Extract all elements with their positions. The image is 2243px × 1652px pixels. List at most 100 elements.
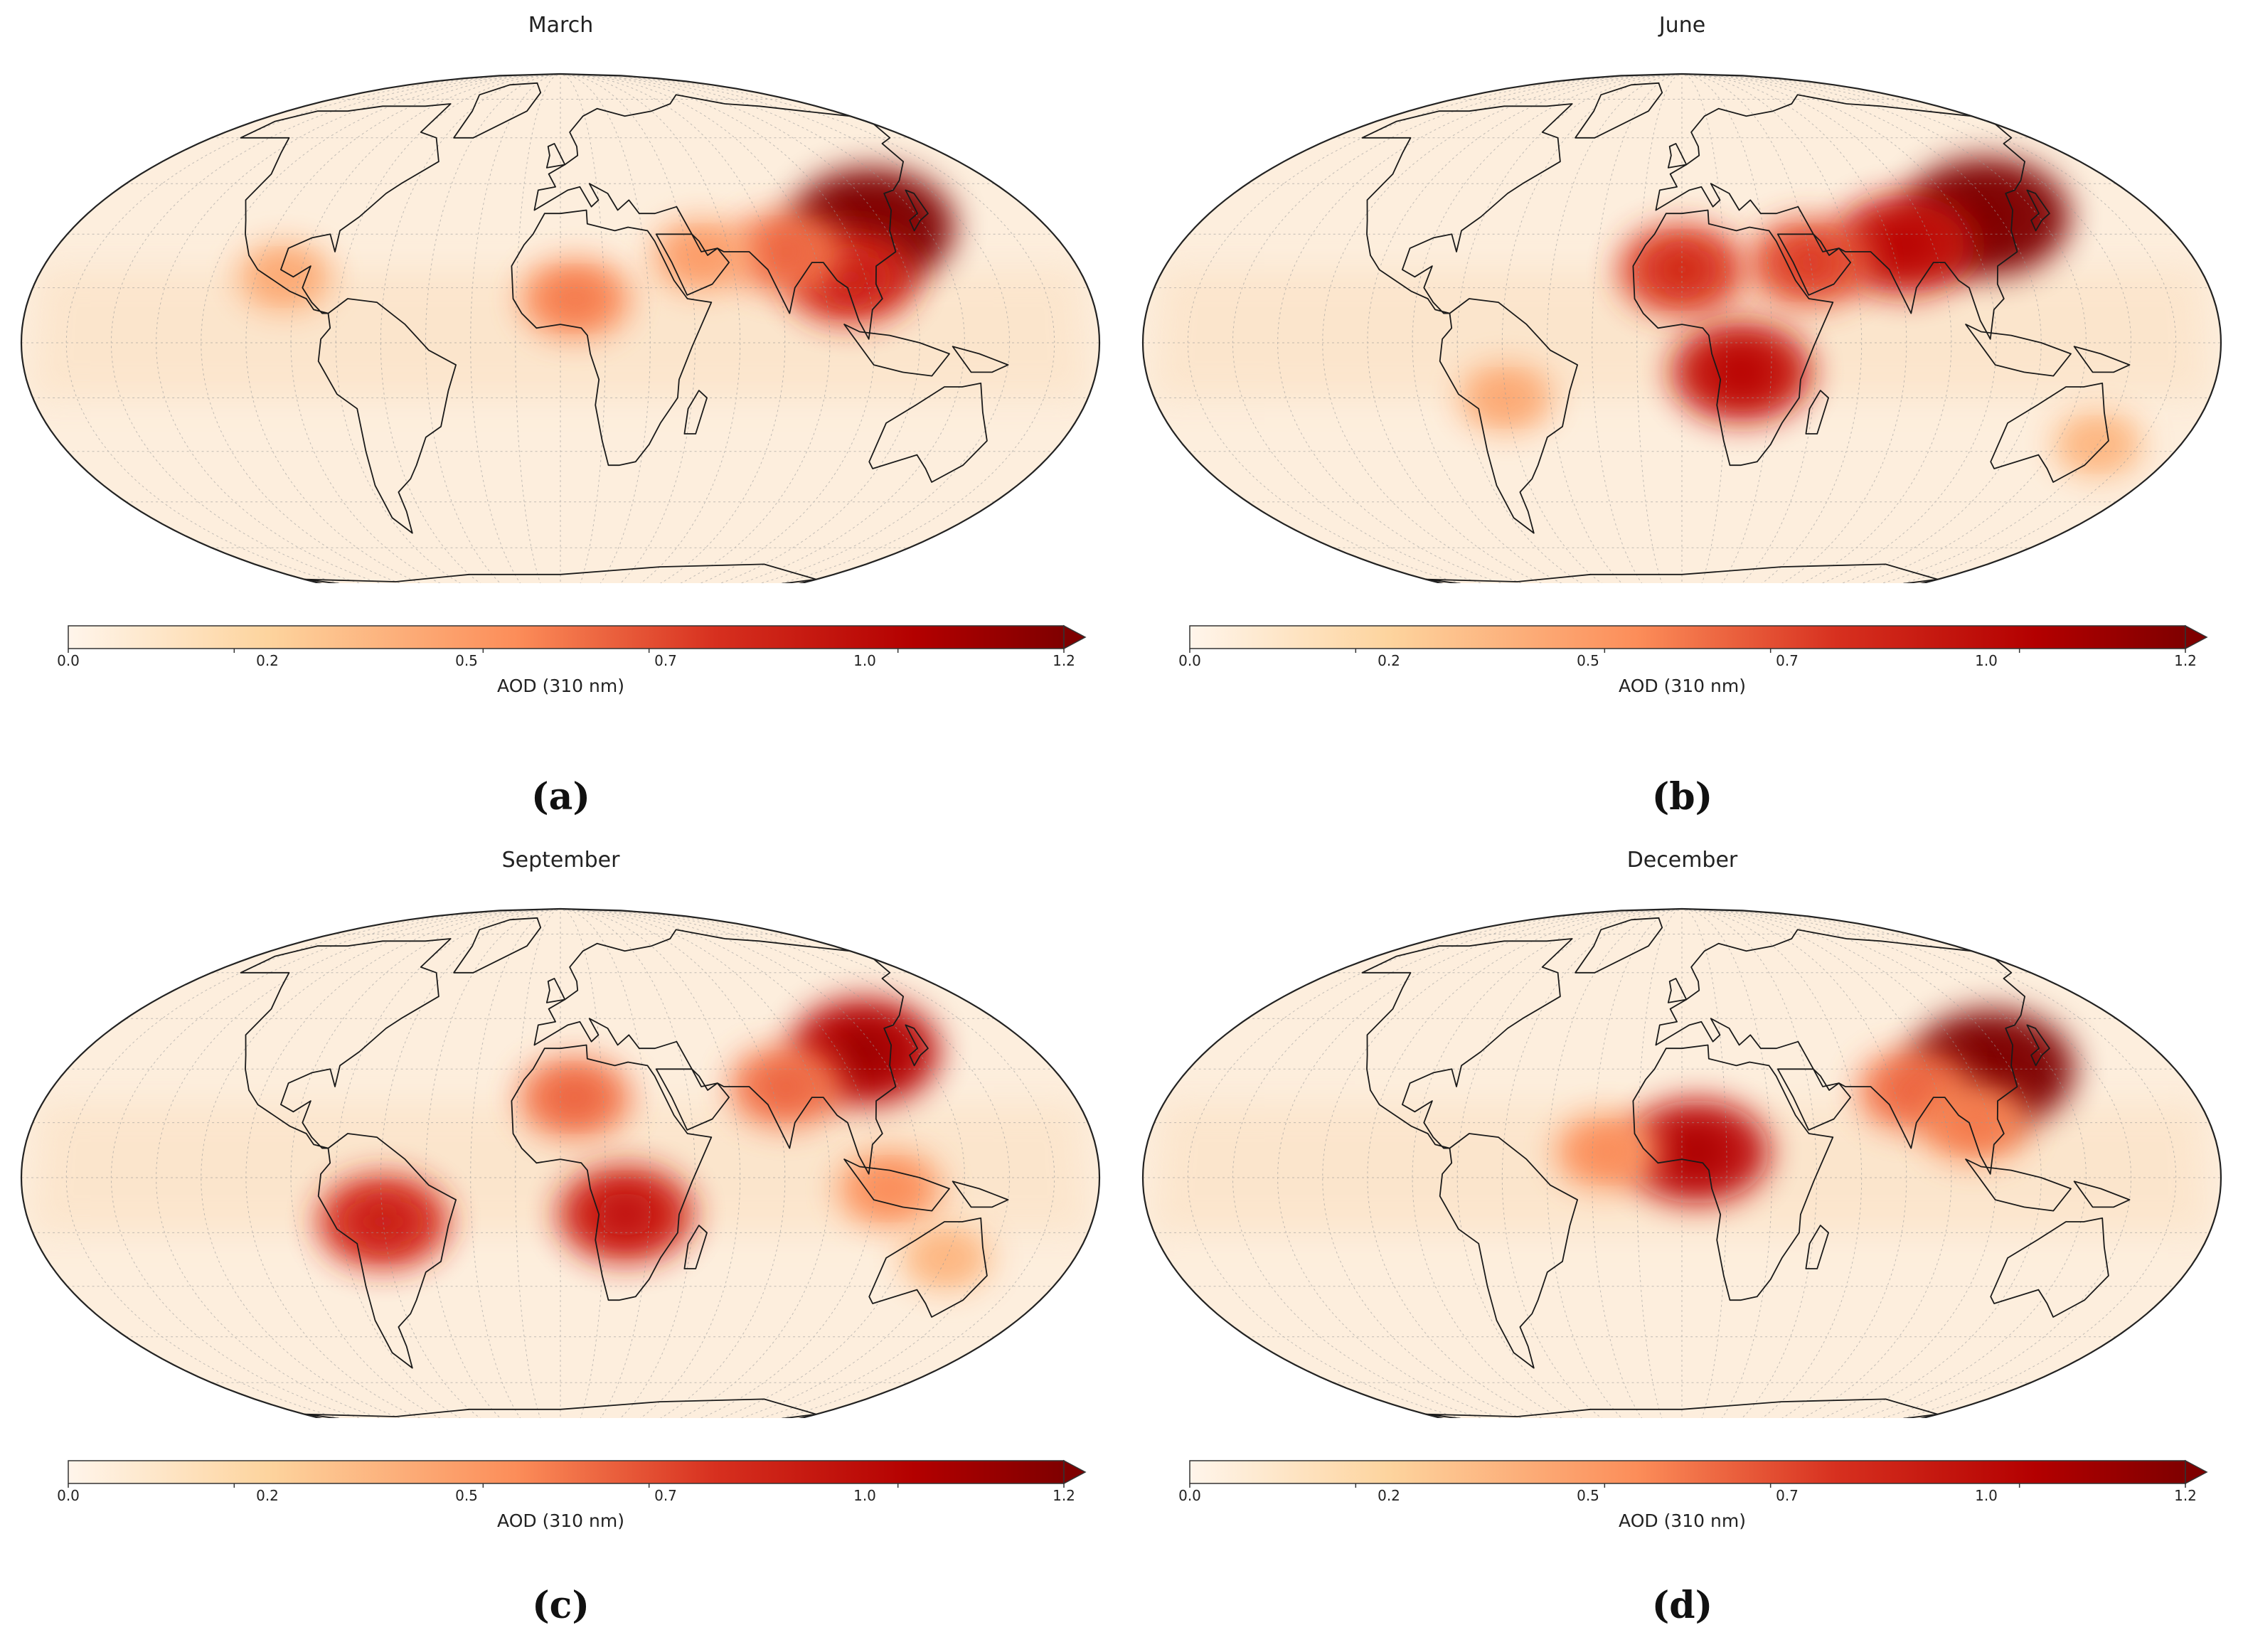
coastline-madagascar (683, 1225, 708, 1269)
graticule-meridian (1322, 74, 1683, 583)
graticule-meridian (560, 909, 1011, 1418)
graticule-meridian (1412, 74, 1683, 583)
colorbar (1189, 624, 2208, 653)
coastline-australia (1990, 383, 2109, 483)
coastline-madagascar (683, 390, 708, 435)
coastline-antarctica (304, 563, 817, 583)
graticule-meridian (290, 74, 561, 583)
graticule-meridian (1232, 909, 1683, 1418)
graticule-meridian (560, 909, 651, 1418)
coastline-japan (2026, 189, 2050, 232)
graticule-meridian (1367, 909, 1683, 1418)
graticule-meridian (1681, 74, 2087, 583)
graticule-meridian (1681, 909, 2177, 1418)
graticule-meridian (1681, 909, 2132, 1418)
graticule-meridian (560, 909, 831, 1418)
colorbar-tick: 1.0 (1975, 1487, 1998, 1504)
graticule (21, 74, 1099, 583)
colorbar-tick: 0.7 (1776, 652, 1799, 669)
colorbar-label: AOD (310 nm) (1619, 1510, 1746, 1531)
panel-september: September 0.0 0.2 0.5 0.7 1.0 1.2 AOD (3… (0, 826, 1122, 1651)
coastline-borneo-ng (952, 1181, 1009, 1208)
aod-hotspot-core (867, 1171, 912, 1206)
graticule-meridian (1456, 909, 1683, 1418)
coastline-africa (1632, 209, 1834, 467)
coastline-australia (868, 1217, 988, 1318)
coastline-arabia (655, 1068, 730, 1131)
coastline-greenland (1575, 917, 1663, 974)
coastline-arabia (1776, 1068, 1851, 1131)
colorbar-tick: 1.2 (2174, 1487, 2197, 1504)
coastline-uk (1667, 143, 1688, 169)
graticule-meridian (335, 909, 561, 1418)
coastline-indonesia (1965, 1158, 2072, 1212)
tropical-aerosol-band (1154, 270, 2210, 398)
colorbar-tick: 0.7 (1776, 1487, 1799, 1504)
map-boundary (20, 73, 1101, 583)
coastline-north-america (1361, 103, 1573, 314)
graticule-meridian (1277, 909, 1683, 1418)
colorbar-tick: 0.2 (1378, 652, 1400, 669)
graticule-meridian (1277, 74, 1683, 583)
graticule-meridian (1681, 909, 2087, 1418)
colorbar-tick: 1.2 (1053, 652, 1075, 669)
coastline-south-america (1439, 1133, 1578, 1369)
panel-title: June (1658, 13, 1706, 38)
colorbar-tick: 0.2 (256, 1487, 279, 1504)
colorbar-tick: 0.7 (654, 1487, 677, 1504)
aod-hotspot-core (1666, 1129, 1728, 1176)
map-boundary (1141, 73, 2222, 583)
colorbar-tick: 0.0 (57, 1487, 80, 1504)
graticule-meridian (1636, 74, 1683, 583)
graticule-meridian (560, 909, 606, 1418)
coastlines (1361, 82, 2131, 583)
map-boundary (20, 907, 1101, 1418)
colorbar-tick: 0.5 (455, 652, 478, 669)
coastline-indonesia (843, 1158, 950, 1212)
aod-hotspot-core (680, 239, 724, 272)
colorbar-gradient (1189, 1460, 2186, 1484)
panel-letter: (c) (532, 1584, 590, 1627)
coastline-arabia (655, 233, 730, 296)
tropical-aerosol-band (33, 1104, 1088, 1233)
graticule-meridian (1501, 74, 1683, 583)
graticule-meridian (380, 909, 561, 1418)
coastline-africa (511, 209, 713, 467)
graticule-meridian (1681, 909, 1772, 1418)
panel-title: March (528, 13, 594, 38)
graticule-meridian (1681, 909, 2042, 1418)
graticule-meridian (560, 74, 741, 583)
graticule-meridian (1636, 909, 1683, 1418)
graticule-meridian (1681, 74, 2177, 583)
coastline-greenland (1575, 82, 1663, 139)
aod-hotspot-core (550, 1079, 600, 1116)
coastline-europe-asia (533, 94, 904, 340)
colorbar-tick: 0.2 (256, 652, 279, 669)
colorbar (1189, 1459, 2208, 1488)
graticule-meridian (1501, 909, 1683, 1418)
colorbar-gradient (68, 1460, 1065, 1484)
aod-hotspot-core (1951, 1104, 1999, 1141)
coastline-borneo-ng (2073, 1181, 2131, 1208)
colorbar-tick: 0.0 (57, 652, 80, 669)
aod-hotspot-core (1784, 243, 1837, 282)
graticule-meridian (1681, 909, 1863, 1418)
graticule-meridian (470, 74, 561, 583)
aod-hotspot-core (761, 233, 811, 270)
graticule-meridian (290, 909, 561, 1418)
graticule-meridian (1681, 74, 1772, 583)
graticule-meridian (1367, 74, 1683, 583)
graticule-meridian (110, 909, 561, 1418)
coastline-arabia (1776, 233, 1851, 296)
coastline-uk (1667, 978, 1688, 1003)
graticule-meridian (515, 909, 561, 1418)
world-map (1141, 907, 2222, 1418)
aod-hotspot-core (761, 1068, 811, 1105)
coastlines (240, 82, 1009, 583)
coastline-antarctica (1425, 563, 1939, 583)
graticule-meridian (560, 74, 1055, 583)
panel-letter: (d) (1651, 1584, 1713, 1627)
graticule-meridian (560, 909, 1055, 1418)
graticule-meridian (245, 909, 561, 1418)
coastline-africa (511, 1044, 713, 1301)
